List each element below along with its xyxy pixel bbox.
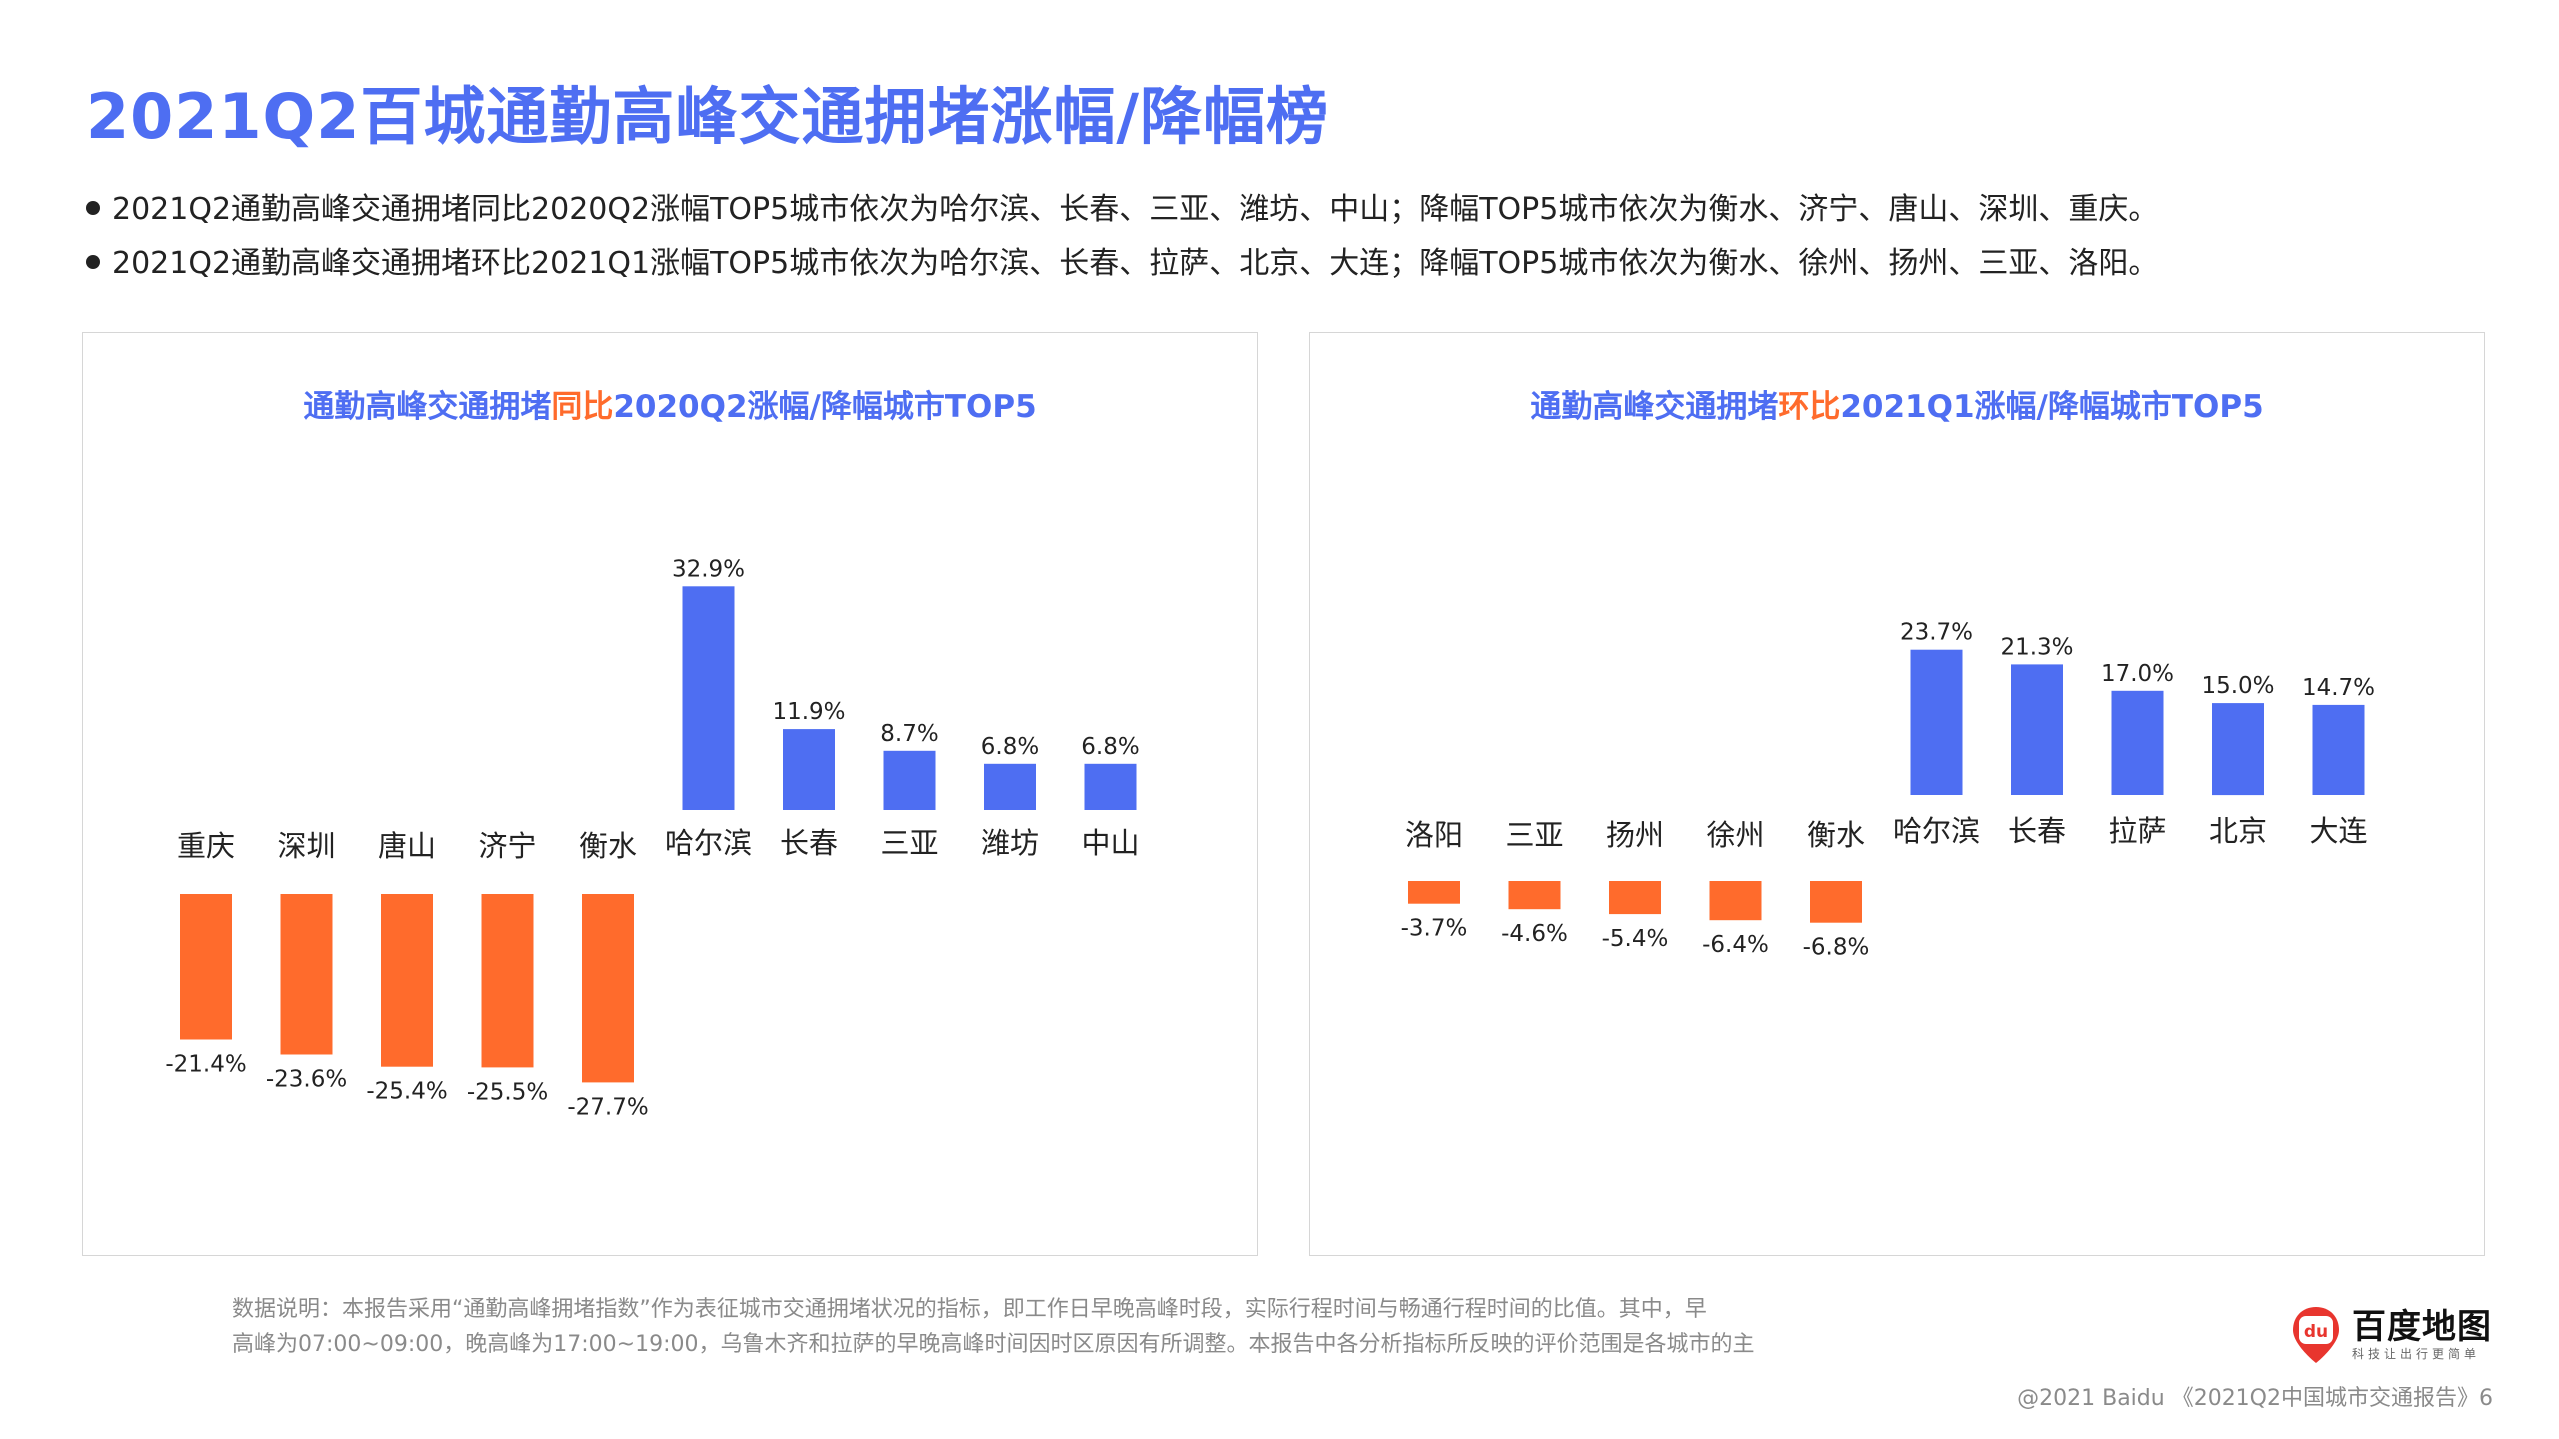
bar <box>1609 881 1661 915</box>
bar <box>2111 690 2164 795</box>
data-label: -27.7% <box>567 1094 648 1120</box>
category-label: 衡水 <box>579 829 637 863</box>
chart-panel-qoq: 通勤高峰交通拥堵环比2021Q1涨幅/降幅城市TOP5 -3.7% 洛阳 -4.6%… <box>1309 332 2485 1256</box>
chart-title: 通勤高峰交通拥堵同比2020Q2涨幅/降幅城市TOP5 <box>83 381 1257 426</box>
category-label: 三亚 <box>1505 818 1563 852</box>
category-label: 深圳 <box>277 829 335 863</box>
bar <box>1508 881 1561 910</box>
bullet-item-qoq: 2021Q2通勤高峰交通拥堵环比2021Q1涨幅TOP5城市依次为哈尔滨、长春、… <box>86 237 2158 291</box>
category-label: 北京 <box>2209 814 2267 848</box>
page-title: 2021Q2百城通勤高峰交通拥堵涨幅/降幅榜 <box>86 80 1330 153</box>
bar <box>883 750 936 810</box>
bullet-dot-icon <box>86 254 100 269</box>
bar <box>481 894 534 1068</box>
bar-chart-qoq: -3.7% 洛阳 -4.6% 三亚 -5.4% 扬州 -6.4% 徐州 -6.8% 衡水 23.7%… <box>1401 620 2375 961</box>
bar <box>1910 649 1963 795</box>
bullet-dot-icon <box>86 200 100 215</box>
data-label: 15.0% <box>2201 673 2274 699</box>
data-label: -4.6% <box>1501 921 1568 947</box>
data-label: -6.8% <box>1803 935 1870 961</box>
data-footnote: 数据说明：本报告采用“通勤高峰拥堵指数”作为表征城市交通拥堵状况的指标，即工作日… <box>232 1292 1792 1362</box>
bar <box>984 763 1036 810</box>
category-label: 长春 <box>780 826 838 860</box>
category-label: 长春 <box>2008 814 2066 848</box>
bar <box>783 729 835 810</box>
chart-title-post: 2020Q2涨幅/降幅城市TOP5 <box>613 389 1037 425</box>
bar-chart-yoy: -21.4% 重庆 -23.6% 深圳 -25.4% 唐山 -25.5% 济宁 -27.7% 衡水… <box>165 556 1139 1120</box>
copyright-text: @2021 Baidu 《2021Q2中国城市交通报告》6 <box>2017 1386 2493 1411</box>
category-label: 衡水 <box>1807 818 1865 852</box>
bar <box>1810 881 1862 923</box>
data-label: -25.4% <box>366 1079 447 1105</box>
category-label: 唐山 <box>378 829 436 863</box>
bar <box>280 894 333 1055</box>
data-label: -25.5% <box>467 1079 548 1105</box>
category-label: 扬州 <box>1606 818 1664 852</box>
data-label: 17.0% <box>2101 661 2174 687</box>
chart-title: 通勤高峰交通拥堵环比2021Q1涨幅/降幅城市TOP5 <box>1310 381 2484 426</box>
category-label: 拉萨 <box>2108 814 2166 848</box>
chart-title-highlight: 环比 <box>1778 389 1841 425</box>
data-label: -3.7% <box>1401 916 1468 942</box>
category-label: 济宁 <box>478 829 536 863</box>
category-label: 哈尔滨 <box>665 826 752 860</box>
data-label: -23.6% <box>266 1067 347 1093</box>
bar <box>2212 703 2264 796</box>
category-label: 徐州 <box>1706 818 1764 852</box>
category-label: 中山 <box>1081 826 1139 860</box>
bar <box>180 894 232 1040</box>
category-label: 潍坊 <box>981 826 1039 860</box>
category-label: 大连 <box>2309 814 2367 848</box>
summary-bullets: 2021Q2通勤高峰交通拥堵同比2020Q2涨幅TOP5城市依次为哈尔滨、长春、… <box>86 183 2158 291</box>
bullet-item-yoy: 2021Q2通勤高峰交通拥堵同比2020Q2涨幅TOP5城市依次为哈尔滨、长春、… <box>86 183 2158 237</box>
bullet-text: 2021Q2通勤高峰交通拥堵同比2020Q2涨幅TOP5城市依次为哈尔滨、长春、… <box>112 192 2159 227</box>
data-label: -5.4% <box>1602 926 1669 952</box>
footnote-line: 数据说明：本报告采用“通勤高峰拥堵指数”作为表征城市交通拥堵状况的指标，即工作日… <box>232 1297 1707 1322</box>
data-label: 32.9% <box>672 556 745 582</box>
data-label: -21.4% <box>165 1052 246 1078</box>
data-label: 11.9% <box>772 699 845 725</box>
chart-title-pre: 通勤高峰交通拥堵 <box>1530 389 1779 425</box>
bar <box>682 586 735 810</box>
bar <box>2011 664 2063 795</box>
data-label: 6.8% <box>1081 734 1139 760</box>
baidu-map-logo: du 百度地图 科技让出行更简单 <box>2290 1305 2492 1365</box>
svg-text:du: du <box>2304 1322 2328 1342</box>
chart-title-highlight: 同比 <box>551 389 614 425</box>
category-label: 哈尔滨 <box>1893 814 1980 848</box>
bar <box>1408 881 1460 904</box>
map-pin-icon: du <box>2293 1307 2339 1363</box>
bullet-text: 2021Q2通勤高峰交通拥堵环比2021Q1涨幅TOP5城市依次为哈尔滨、长春、… <box>112 246 2159 281</box>
bar <box>1709 881 1762 921</box>
category-label: 洛阳 <box>1405 818 1463 852</box>
data-label: -6.4% <box>1702 932 1769 958</box>
category-label: 重庆 <box>177 829 235 863</box>
data-label: 8.7% <box>880 721 938 747</box>
logo-name: 百度地图 <box>2352 1307 2492 1347</box>
bar <box>381 894 433 1067</box>
data-label: 23.7% <box>1900 620 1973 646</box>
logo-tagline: 科技让出行更简单 <box>2352 1347 2481 1361</box>
category-label: 三亚 <box>880 826 938 860</box>
chart-panel-yoy: 通勤高峰交通拥堵同比2020Q2涨幅/降幅城市TOP5 -21.4% 重庆 -23.… <box>82 332 1258 1256</box>
bar <box>582 894 634 1083</box>
chart-title-post: 2021Q1涨幅/降幅城市TOP5 <box>1840 389 2264 425</box>
data-label: 21.3% <box>2000 634 2073 660</box>
data-label: 6.8% <box>981 734 1039 760</box>
bar <box>2312 704 2365 795</box>
chart-title-pre: 通勤高峰交通拥堵 <box>303 389 552 425</box>
data-label: 14.7% <box>2302 675 2375 701</box>
bar <box>1084 763 1137 810</box>
footnote-line: 高峰为07:00~09:00，晚高峰为17:00~19:00，乌鲁木齐和拉萨的早… <box>232 1332 1755 1357</box>
